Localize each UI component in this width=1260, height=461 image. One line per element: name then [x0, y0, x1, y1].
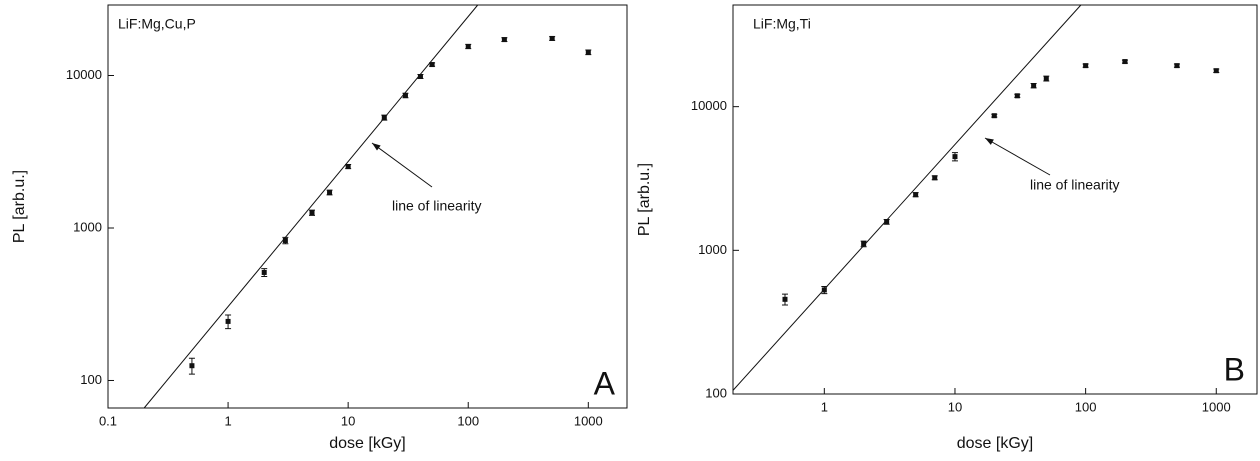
y-tick-label: 1000 [73, 219, 102, 234]
data-point [1014, 93, 1020, 99]
data-point [309, 210, 315, 216]
y-axis-title: PL [arb.u.] [636, 163, 653, 236]
plot-frame [107, 4, 628, 409]
x-tick-label: 100 [1075, 399, 1097, 414]
arrow-shaft [371, 142, 433, 188]
arrow-shaft [984, 137, 1051, 176]
data-point [1083, 63, 1089, 69]
x-axis-title: dose [kGy] [957, 435, 1033, 452]
linearity-line [732, 4, 1082, 391]
data-point [345, 164, 351, 170]
data-point [585, 49, 591, 55]
x-tick-label: 1 [224, 413, 231, 428]
y-axis-title: PL [arb.u.] [11, 170, 28, 243]
data-point [381, 115, 387, 121]
y-tick-label: 100 [80, 372, 102, 387]
data-point [465, 43, 471, 49]
x-tick-label: 100 [457, 413, 479, 428]
x-axis-title: dose [kGy] [329, 435, 405, 452]
data-point [821, 287, 827, 293]
data-point [932, 175, 938, 181]
x-tick-label: 1000 [574, 413, 603, 428]
y-tick-label: 10000 [66, 67, 102, 82]
data-point [189, 363, 195, 369]
data-point [991, 113, 997, 119]
x-tick-label: 1 [821, 399, 828, 414]
linearity-line [143, 4, 479, 409]
data-point [1174, 63, 1180, 69]
data-point [952, 154, 958, 160]
data-point [1213, 68, 1219, 74]
data-point [327, 189, 333, 195]
data-point [282, 237, 288, 243]
panel-title: LiF:Mg,Cu,P [118, 16, 196, 32]
y-tick-label: 1000 [698, 242, 727, 257]
data-point [1043, 76, 1049, 82]
y-tick-label: 10000 [691, 98, 727, 113]
data-point [402, 92, 408, 98]
arrow-head [985, 138, 994, 145]
data-point [549, 35, 555, 41]
panel-label: B [1224, 351, 1245, 387]
panel-label: A [594, 365, 616, 401]
x-tick-label: 0.1 [99, 413, 117, 428]
plot-frame [732, 4, 1258, 395]
panel-title: LiF:Mg,Ti [753, 16, 811, 32]
data-point [861, 241, 867, 247]
data-point [782, 296, 788, 302]
data-point [1031, 83, 1037, 89]
y-tick-label: 100 [705, 385, 727, 400]
data-point [884, 219, 890, 225]
data-point [1122, 59, 1128, 65]
arrow-head [372, 143, 381, 151]
annotation: line of linearity [392, 198, 482, 214]
data-point [225, 318, 231, 324]
data-point [429, 62, 435, 68]
annotation: line of linearity [1030, 177, 1120, 193]
data-point [261, 269, 267, 275]
x-tick-label: 10 [341, 413, 355, 428]
data-point [501, 37, 507, 43]
x-tick-label: 10 [948, 399, 962, 414]
data-point [913, 192, 919, 198]
x-tick-label: 1000 [1202, 399, 1231, 414]
data-point [417, 74, 423, 80]
